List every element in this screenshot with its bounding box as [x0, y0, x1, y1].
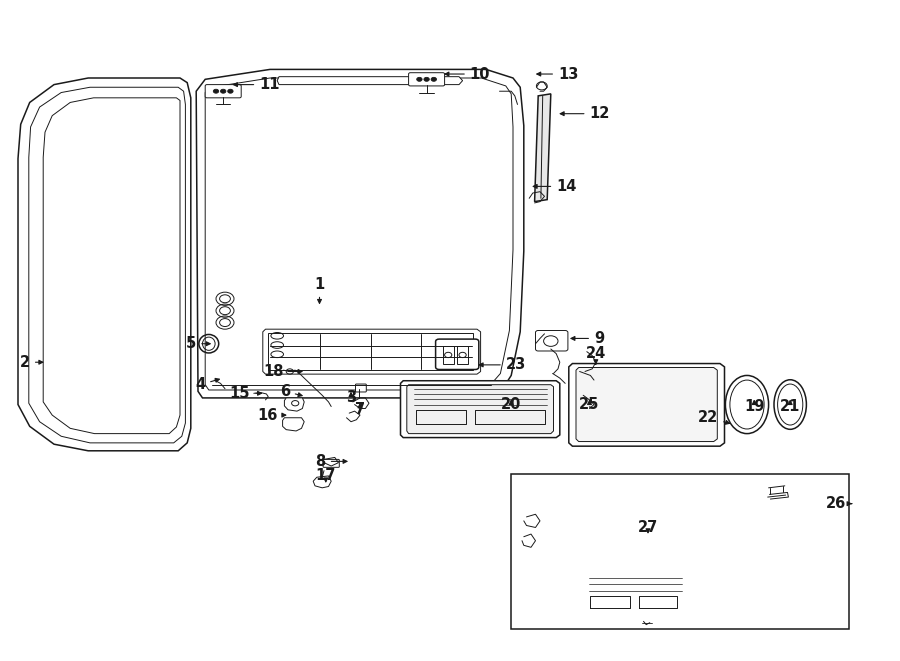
Polygon shape: [205, 78, 513, 390]
Polygon shape: [576, 368, 717, 442]
Polygon shape: [29, 87, 185, 443]
Text: 23: 23: [479, 358, 526, 372]
Circle shape: [220, 89, 226, 93]
Text: 9: 9: [571, 331, 604, 346]
Text: 18: 18: [263, 364, 302, 379]
Circle shape: [213, 89, 219, 93]
Text: 16: 16: [256, 408, 286, 422]
FancyBboxPatch shape: [356, 384, 366, 392]
Bar: [443, 346, 454, 364]
Text: 10: 10: [445, 67, 491, 81]
Polygon shape: [283, 418, 304, 431]
Text: 13: 13: [536, 67, 579, 81]
Text: 15: 15: [230, 386, 262, 401]
Text: 25: 25: [580, 397, 599, 412]
Text: 12: 12: [560, 106, 610, 121]
Polygon shape: [576, 567, 689, 619]
Text: 22: 22: [698, 410, 730, 425]
Text: 21: 21: [780, 399, 800, 414]
Bar: [457, 346, 468, 364]
FancyBboxPatch shape: [323, 459, 339, 467]
Polygon shape: [569, 364, 724, 446]
Text: 8: 8: [316, 454, 347, 469]
Polygon shape: [196, 69, 524, 398]
Polygon shape: [18, 78, 191, 451]
Text: 1: 1: [314, 277, 325, 303]
Polygon shape: [581, 571, 684, 616]
Text: 19: 19: [744, 399, 764, 414]
FancyBboxPatch shape: [436, 339, 479, 369]
Text: 26: 26: [826, 496, 851, 511]
Text: 27: 27: [638, 520, 658, 535]
Text: 4: 4: [195, 377, 220, 392]
Text: 14: 14: [533, 179, 577, 194]
Circle shape: [431, 77, 436, 81]
FancyBboxPatch shape: [409, 73, 445, 86]
Circle shape: [228, 89, 233, 93]
Polygon shape: [531, 579, 545, 587]
FancyBboxPatch shape: [727, 518, 785, 531]
Polygon shape: [400, 381, 560, 438]
Polygon shape: [43, 98, 180, 434]
Bar: [511, 474, 849, 629]
Polygon shape: [284, 398, 304, 411]
Text: 17: 17: [316, 469, 336, 483]
Text: 24: 24: [586, 346, 606, 364]
Polygon shape: [277, 77, 463, 85]
Polygon shape: [535, 94, 551, 202]
Polygon shape: [313, 476, 331, 488]
FancyBboxPatch shape: [536, 330, 568, 351]
FancyBboxPatch shape: [205, 85, 241, 98]
Text: 7: 7: [355, 403, 365, 417]
Circle shape: [417, 77, 422, 81]
Text: 20: 20: [501, 397, 521, 412]
Text: 3: 3: [346, 391, 356, 405]
FancyBboxPatch shape: [727, 537, 789, 555]
Circle shape: [424, 77, 429, 81]
Text: 11: 11: [233, 77, 280, 92]
Polygon shape: [407, 385, 554, 434]
Polygon shape: [524, 595, 538, 602]
Text: 2: 2: [20, 355, 43, 369]
Polygon shape: [263, 329, 481, 374]
Text: 5: 5: [186, 336, 211, 351]
Polygon shape: [268, 333, 473, 370]
Text: 6: 6: [280, 384, 302, 399]
